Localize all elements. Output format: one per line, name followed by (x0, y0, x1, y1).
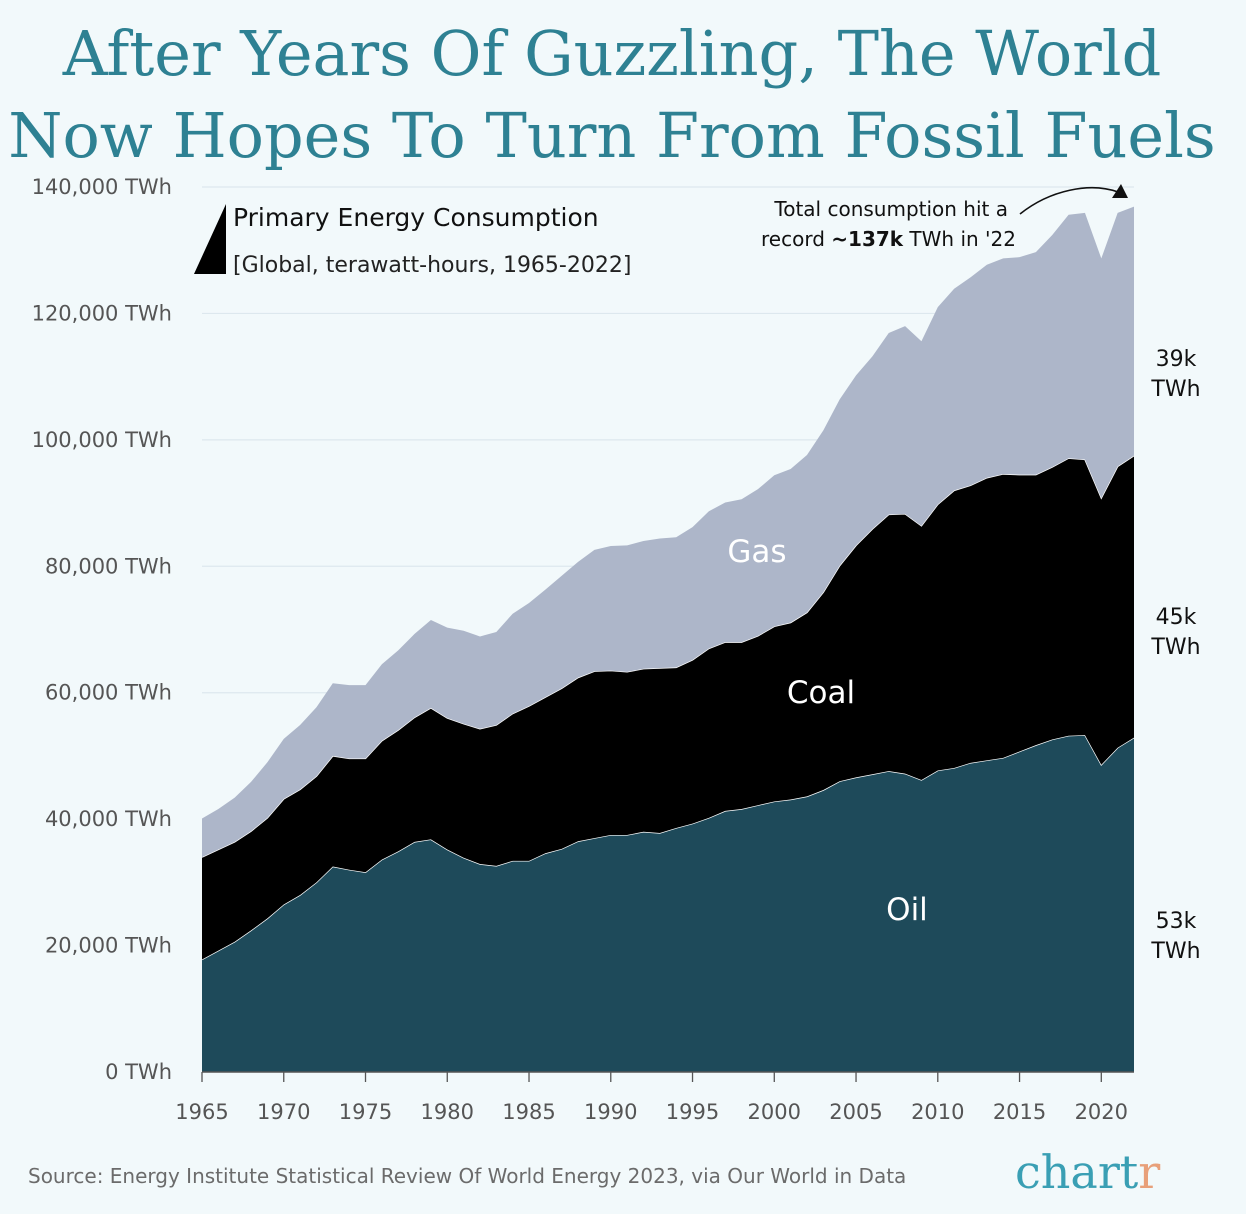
area-label-gas: Gas (727, 534, 786, 570)
annotation-prefix: record (761, 227, 831, 251)
annotation-line2: record ~137k TWh in '22 (761, 227, 1016, 251)
annotation-suffix: TWh in '22 (903, 227, 1016, 251)
area-oil (202, 735, 1134, 1072)
y-tick-label-140000: 140,000 TWh (32, 175, 172, 199)
chartr-logo: chartr (1015, 1145, 1160, 1199)
end-label-coal-unit: TWh (1150, 635, 1200, 660)
annotation-bold: ~137k (831, 227, 904, 251)
area-label-oil: Oil (886, 892, 928, 928)
x-tick-label-1980: 1980 (421, 1100, 474, 1124)
x-tick-label-2000: 2000 (748, 1100, 801, 1124)
x-tick-label-1970: 1970 (257, 1100, 310, 1124)
annotation-arrowhead-icon (1112, 184, 1128, 198)
x-tick-label-2010: 2010 (911, 1100, 964, 1124)
y-tick-label-120000: 120,000 TWh (32, 301, 172, 325)
y-tick-label-0: 0 TWh (105, 1060, 172, 1084)
y-tick-label-80000: 80,000 TWh (45, 554, 172, 578)
legend-title: Primary Energy Consumption (233, 203, 599, 232)
legend-subtitle: [Global, terawatt-hours, 1965-2022] (233, 253, 631, 278)
x-tick-label-1995: 1995 (666, 1100, 719, 1124)
y-tick-label-100000: 100,000 TWh (32, 428, 172, 452)
x-tick-label-1975: 1975 (339, 1100, 392, 1124)
area-gas (202, 206, 1134, 858)
logo-accent-text: r (1138, 1145, 1160, 1199)
end-label-oil-unit: TWh (1150, 939, 1200, 964)
x-tick-label-2015: 2015 (993, 1100, 1046, 1124)
chart-title-line1: After Years Of Guzzling, The World (62, 17, 1162, 90)
area-layer (201, 206, 1135, 1072)
x-tick-label-1965: 1965 (175, 1100, 228, 1124)
x-tick-label-2020: 2020 (1075, 1100, 1128, 1124)
x-axis-ticks: 1965 1970 1975 1980 1985 1990 1995 2000 2005 2010… (175, 1072, 1128, 1124)
end-label-gas-unit: TWh (1150, 377, 1200, 402)
annotation-line1: Total consumption hit a (773, 197, 1008, 221)
logo-main-text: chart (1015, 1145, 1139, 1199)
end-label-coal-value: 45k (1156, 605, 1197, 630)
x-tick-label-2005: 2005 (829, 1100, 882, 1124)
x-tick-label-1985: 1985 (502, 1100, 555, 1124)
y-axis-ticks: 0 TWh 20,000 TWh 40,000 TWh 60,000 TWh 80,00… (32, 175, 172, 1084)
legend-wedge-icon (194, 204, 226, 274)
y-tick-label-60000: 60,000 TWh (45, 681, 172, 705)
end-label-oil-value: 53k (1156, 909, 1197, 934)
y-tick-label-20000: 20,000 TWh (45, 934, 172, 958)
annotation-arrow (1019, 186, 1119, 215)
area-coal (202, 455, 1134, 960)
source-note: Source: Energy Institute Statistical Rev… (28, 1164, 906, 1188)
area-label-coal: Coal (787, 675, 855, 711)
chart-title-line2: Now Hopes To Turn From Fossil Fuels (8, 99, 1216, 172)
y-tick-label-40000: 40,000 TWh (45, 807, 172, 831)
end-label-gas-value: 39k (1156, 347, 1197, 372)
x-tick-label-1990: 1990 (584, 1100, 637, 1124)
